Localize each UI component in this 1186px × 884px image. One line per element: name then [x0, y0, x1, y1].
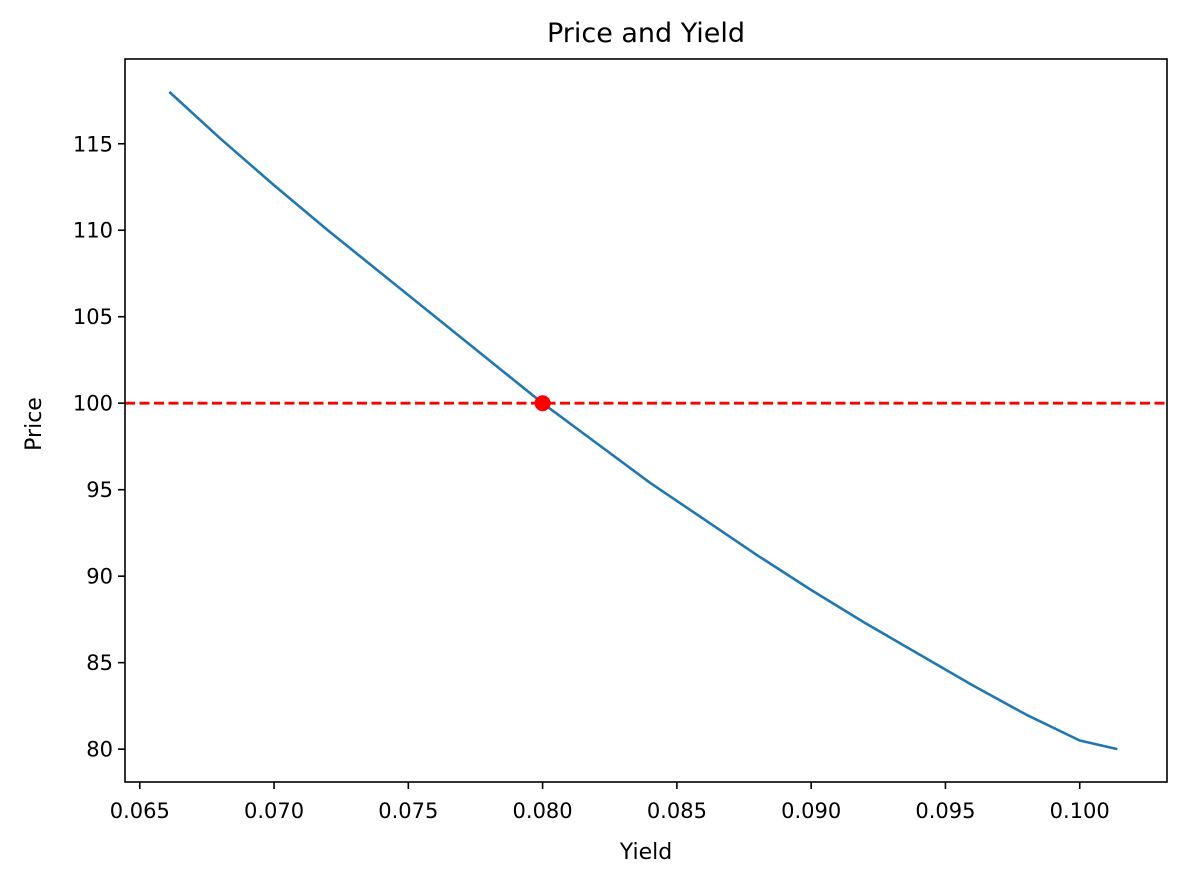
- y-axis: 80 85 90 95 100 105 110 115: [73, 132, 125, 761]
- y-tick-label: 95: [86, 478, 113, 502]
- y-tick-label: 100: [73, 392, 113, 416]
- x-axis-label: Yield: [619, 840, 672, 865]
- x-tick-label: 0.065: [110, 799, 170, 823]
- x-tick-label: 0.080: [513, 799, 573, 823]
- par-point-marker: [535, 395, 551, 411]
- x-tick-label: 0.085: [647, 799, 707, 823]
- y-tick-label: 105: [73, 305, 113, 329]
- chart-title: Price and Yield: [547, 18, 745, 49]
- x-tick-label: 0.075: [378, 799, 438, 823]
- x-tick-label: 0.070: [244, 799, 304, 823]
- plot-contents: [125, 92, 1167, 749]
- series-line-0: [169, 92, 1117, 749]
- plot-frame: [125, 59, 1167, 782]
- y-tick-label: 80: [86, 738, 113, 762]
- plot-area: [125, 59, 1167, 782]
- y-tick-label: 90: [86, 565, 113, 589]
- y-axis-label: Price: [22, 397, 47, 451]
- x-tick-label: 0.090: [781, 799, 841, 823]
- y-tick-label: 85: [86, 651, 113, 675]
- x-axis: 0.065 0.070 0.075 0.080 0.085 0.090 0.095 0.100: [110, 782, 1110, 823]
- x-tick-label: 0.095: [915, 799, 975, 823]
- y-tick-label: 115: [73, 132, 113, 156]
- x-tick-label: 0.100: [1050, 799, 1110, 823]
- y-tick-label: 110: [73, 219, 113, 243]
